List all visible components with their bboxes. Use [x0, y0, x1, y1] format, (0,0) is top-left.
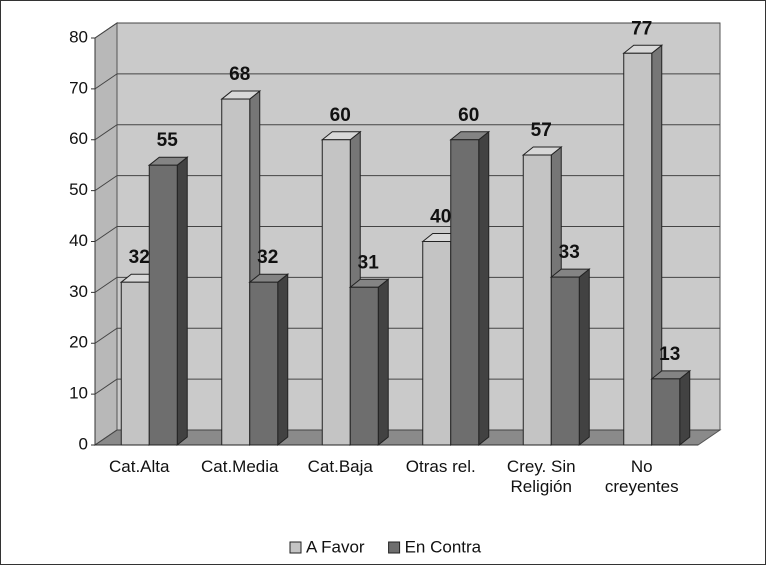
grid-line	[94, 276, 118, 293]
legend-label: A Favor	[306, 537, 365, 556]
data-label: 31	[358, 252, 380, 273]
data-label: 33	[559, 242, 580, 263]
bar	[651, 378, 681, 446]
grid-line	[94, 124, 118, 141]
grid-line	[94, 327, 118, 344]
bar-side	[377, 278, 389, 447]
bar	[221, 98, 251, 446]
data-label: 32	[129, 247, 150, 268]
bar-side	[478, 130, 490, 447]
x-tick-label: No creyentes	[604, 457, 679, 496]
x-tick-label: Cat.Alta	[109, 457, 170, 476]
legend-swatch	[289, 541, 302, 554]
y-tick-label: 80	[69, 27, 88, 46]
bar	[249, 281, 279, 446]
bar	[120, 281, 150, 446]
x-tick-label: Otras rel.	[405, 457, 476, 476]
bar-side	[176, 156, 188, 447]
data-label: 40	[430, 207, 451, 228]
bar	[422, 241, 452, 446]
y-tick-label: 0	[79, 434, 88, 453]
grid-line	[94, 175, 118, 192]
grid-line	[94, 378, 118, 395]
bar	[550, 276, 580, 446]
bar-side	[277, 273, 289, 447]
y-tick-label: 30	[69, 282, 88, 301]
x-tick-label: Crey. Sin Religión	[506, 457, 576, 496]
bar	[450, 139, 480, 446]
grid-line	[94, 73, 118, 90]
grid-line	[94, 22, 118, 39]
data-label: 32	[257, 247, 278, 268]
x-tick-label: Cat.Baja	[307, 457, 373, 476]
bar-side	[578, 268, 590, 447]
data-label: 55	[157, 130, 179, 151]
y-tick-label: 50	[69, 180, 88, 199]
bar	[349, 286, 379, 446]
data-label: 68	[229, 64, 250, 85]
bar	[522, 154, 552, 446]
legend-label: En Contra	[405, 537, 482, 556]
y-tick-label: 60	[69, 129, 88, 148]
y-tick-label: 70	[69, 78, 88, 97]
data-label: 60	[458, 105, 479, 126]
y-tick-label: 10	[69, 384, 88, 403]
bar	[148, 164, 178, 446]
bar	[623, 52, 653, 446]
x-tick-label: Cat.Media	[201, 457, 279, 476]
bar-side	[679, 369, 691, 447]
grid-line	[94, 226, 118, 242]
grid-line	[94, 429, 118, 446]
data-label: 57	[531, 120, 552, 141]
legend-swatch	[388, 541, 401, 554]
y-tick-label: 20	[69, 333, 88, 352]
data-label: 60	[330, 105, 351, 126]
data-label: 77	[631, 18, 652, 39]
bar	[321, 139, 351, 446]
data-label: 13	[659, 344, 680, 365]
y-tick-label: 40	[69, 231, 88, 250]
